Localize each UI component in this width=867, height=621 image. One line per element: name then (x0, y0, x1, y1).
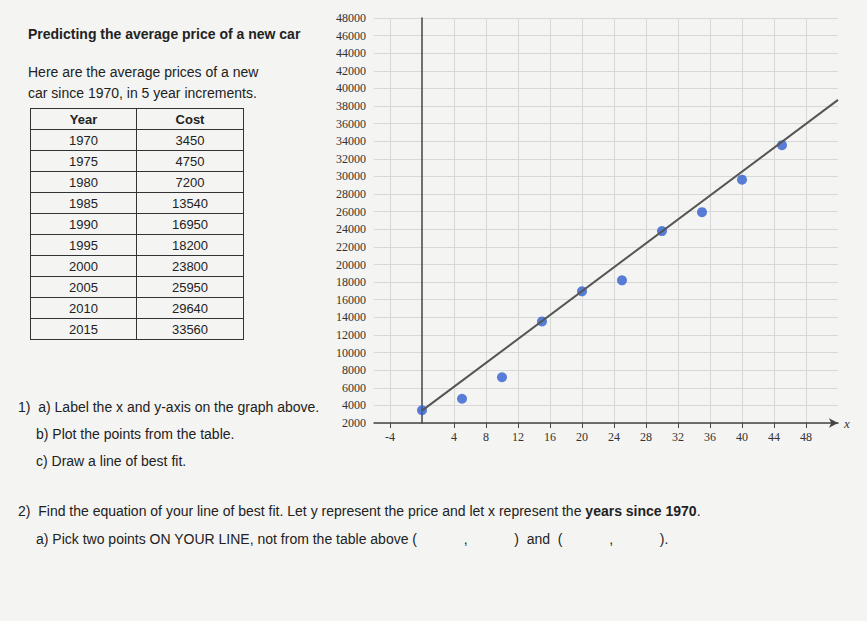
html-text:13540: 13540 (171, 195, 209, 211)
html-text:2000: 2000 (69, 258, 98, 274)
html-text:1990: 1990 (69, 216, 98, 232)
html-text:2010: 2010 (69, 300, 98, 316)
html-text:3450: 3450 (175, 132, 205, 148)
svg-text:12: 12 (512, 430, 524, 444)
html-text:Here are the average prices of: Here are the average prices of a new car… (28, 64, 259, 101)
svg-text:-4: -4 (385, 430, 395, 444)
html-text:4750: 4750 (175, 153, 205, 169)
svg-text:4: 4 (451, 430, 457, 444)
html-text:16950: 16950 (171, 216, 209, 232)
html-text:1970: 1970 (69, 132, 98, 148)
html-text:1995: 1995 (69, 237, 98, 253)
svg-text:38000: 38000 (336, 99, 366, 113)
svg-text:44000: 44000 (336, 46, 366, 60)
svg-text:48: 48 (800, 430, 812, 444)
html-text:18200: 18200 (171, 237, 209, 253)
html-text:1) a) Label the x and y-axis o: 1) a) Label the x and y-axis on the grap… (18, 399, 320, 415)
svg-text:28: 28 (640, 430, 652, 444)
html-text:29640: 29640 (171, 300, 209, 316)
svg-text:40: 40 (736, 430, 748, 444)
html-text:Year: Year (69, 111, 98, 127)
svg-text:6000: 6000 (342, 381, 366, 395)
svg-text:32000: 32000 (336, 152, 366, 166)
html-text:Predicting the average price o: Predicting the average price of a new ca… (28, 26, 301, 42)
svg-text:42000: 42000 (336, 64, 366, 78)
html-text:33560: 33560 (171, 321, 209, 337)
svg-text:32: 32 (672, 430, 684, 444)
html-text:1975: 1975 (69, 153, 98, 169)
svg-text:2000: 2000 (342, 416, 366, 430)
html-text:25950: 25950 (171, 279, 209, 295)
svg-text:26000: 26000 (336, 205, 366, 219)
html-text:1985: 1985 (69, 195, 98, 211)
html-text:23800: 23800 (171, 258, 209, 274)
svg-text:44: 44 (768, 430, 780, 444)
html-text:2) Find the equation of your l: 2) Find the equation of your line of bes… (18, 503, 701, 519)
svg-text:46000: 46000 (336, 29, 366, 43)
svg-text:8000: 8000 (342, 363, 366, 377)
svg-text:22000: 22000 (336, 240, 366, 254)
svg-text:36: 36 (704, 430, 716, 444)
svg-text:34000: 34000 (336, 134, 366, 148)
html-text:a) Pick two points ON YOUR LIN: a) Pick two points ON YOUR LINE, not fro… (36, 531, 669, 547)
svg-text:10000: 10000 (336, 346, 366, 360)
svg-text:24: 24 (608, 430, 620, 444)
html-text:7200: 7200 (175, 174, 205, 190)
svg-text:14000: 14000 (336, 310, 366, 324)
html-text:2005: 2005 (69, 279, 98, 295)
svg-text:20000: 20000 (336, 258, 366, 272)
html-text:1980: 1980 (69, 174, 98, 190)
svg-text:12000: 12000 (336, 328, 366, 342)
svg-text:16: 16 (544, 430, 556, 444)
svg-text:20: 20 (576, 430, 588, 444)
svg-text:16000: 16000 (336, 293, 366, 307)
svg-text:8: 8 (483, 430, 489, 444)
svg-text:30000: 30000 (336, 169, 366, 183)
svg-text:x: x (843, 416, 850, 431)
svg-text:4000: 4000 (342, 398, 366, 412)
svg-text:40000: 40000 (336, 81, 366, 95)
html-text:c) Draw a line of best fit.: c) Draw a line of best fit. (36, 453, 187, 469)
svg-text:36000: 36000 (336, 117, 366, 131)
html-text:2015: 2015 (69, 321, 98, 337)
html-text:Cost: Cost (175, 111, 205, 127)
svg-text:18000: 18000 (336, 275, 366, 289)
html-text:b) Plot the points from the ta: b) Plot the points from the table. (36, 426, 235, 442)
svg-text:24000: 24000 (336, 222, 366, 236)
svg-text:28000: 28000 (336, 187, 366, 201)
svg-text:48000: 48000 (336, 11, 366, 25)
